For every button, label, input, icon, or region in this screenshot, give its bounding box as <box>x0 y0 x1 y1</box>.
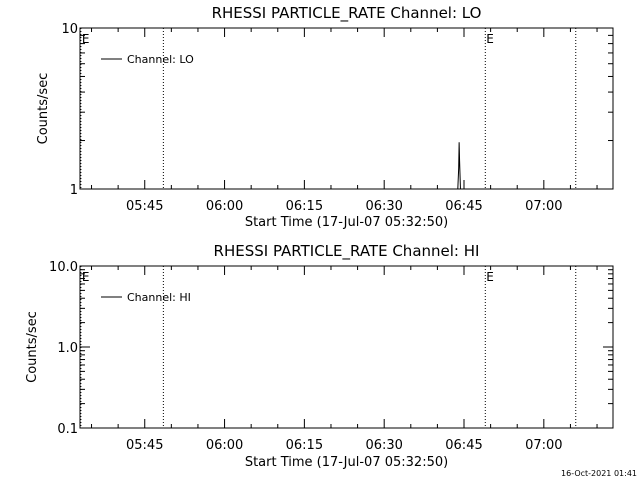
panel-2-x-tick-label: 06:45 <box>445 438 482 453</box>
panel-2-title: RHESSI PARTICLE_RATE Channel: HI <box>214 242 480 261</box>
panel-1-event-marker-label: E <box>82 32 90 46</box>
panel-1-y-axis-label: Counts/sec <box>36 73 51 145</box>
panel-1-title: RHESSI PARTICLE_RATE Channel: LO <box>212 4 482 23</box>
panel-2-x-tick-label: 06:30 <box>365 438 402 453</box>
panel-1-x-tick-label: 05:45 <box>126 199 163 214</box>
panel-1-y-tick-label: 1 <box>70 183 78 198</box>
panel-1-event-marker-label: E <box>486 32 494 46</box>
panel-2-x-tick-label: 06:00 <box>206 438 243 453</box>
generation-timestamp: 16-Oct-2021 01:41 <box>561 469 637 478</box>
panel-2-event-marker-label: E <box>82 270 90 284</box>
panel-1-series-line <box>457 142 461 190</box>
panel-2-y-axis-label: Counts/sec <box>25 311 40 383</box>
panel-1-x-tick-label: 06:00 <box>206 199 243 214</box>
panel-2-x-axis-label: Start Time (17-Jul-07 05:32:50) <box>245 455 448 470</box>
panel-1-x-tick-label: 07:00 <box>525 199 562 214</box>
panel-2-y-tick-label: 0.1 <box>57 422 78 437</box>
panel-2-legend-label: Channel: HI <box>127 291 191 304</box>
panel-2-y-tick-label: 1.0 <box>57 341 78 356</box>
panel-1-legend-label: Channel: LO <box>127 53 194 66</box>
panel-1-y-tick-label: 10 <box>61 22 78 37</box>
panel-1-x-tick-label: 06:30 <box>365 199 402 214</box>
panel-1-x-tick-label: 06:15 <box>286 199 323 214</box>
panel-1-plot-frame <box>79 27 614 190</box>
panel-2-x-tick-label: 07:00 <box>525 438 562 453</box>
panel-1-x-tick-label: 06:45 <box>445 199 482 214</box>
panel-2-x-tick-label: 05:45 <box>126 438 163 453</box>
panel-1-x-axis-label: Start Time (17-Jul-07 05:32:50) <box>245 215 448 230</box>
panel-2-x-tick-label: 06:15 <box>286 438 323 453</box>
panel-2-y-tick-label: 10.0 <box>49 260 78 275</box>
panel-2-event-marker-label: E <box>486 270 494 284</box>
